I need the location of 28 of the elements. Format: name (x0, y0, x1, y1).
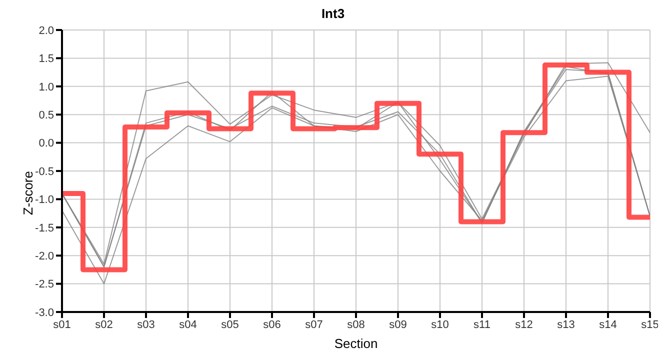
y-tick-label: 0.0 (38, 138, 54, 150)
x-tick-label: s09 (389, 318, 407, 331)
x-tick-label: s14 (599, 318, 617, 331)
chart-title: Int3 (320, 6, 346, 23)
y-tick-label: -1.5 (35, 222, 54, 234)
x-tick-label: s07 (305, 318, 323, 331)
x-tick-label: s02 (95, 318, 113, 331)
y-tick-label: -3.0 (35, 306, 54, 319)
x-tick-label: s05 (221, 318, 239, 331)
y-tick-label: -0.5 (35, 166, 54, 178)
x-axis-title: Section (334, 336, 378, 351)
y-tick-label: 0.5 (38, 110, 54, 122)
x-tick-label: s08 (347, 318, 365, 331)
y-tick-label: 2.0 (38, 24, 54, 37)
x-tick-label: s06 (263, 318, 281, 331)
x-tick-label: s12 (515, 318, 533, 331)
y-tick-label: -1.0 (35, 194, 54, 206)
x-tick-label: s13 (557, 318, 575, 331)
x-tick-label: s10 (431, 318, 449, 331)
x-tick-label: s11 (474, 318, 490, 331)
x-tick-label: s03 (137, 318, 155, 331)
x-tick-label: s01 (53, 318, 71, 331)
y-tick-label: 1.5 (38, 53, 54, 66)
y-tick-label: -2.5 (35, 278, 54, 291)
x-tick-label: s04 (179, 318, 197, 331)
y-tick-label: 1.0 (38, 81, 54, 94)
y-axis-title: Z-score (20, 171, 36, 216)
y-tick-label: -2.0 (35, 250, 54, 263)
